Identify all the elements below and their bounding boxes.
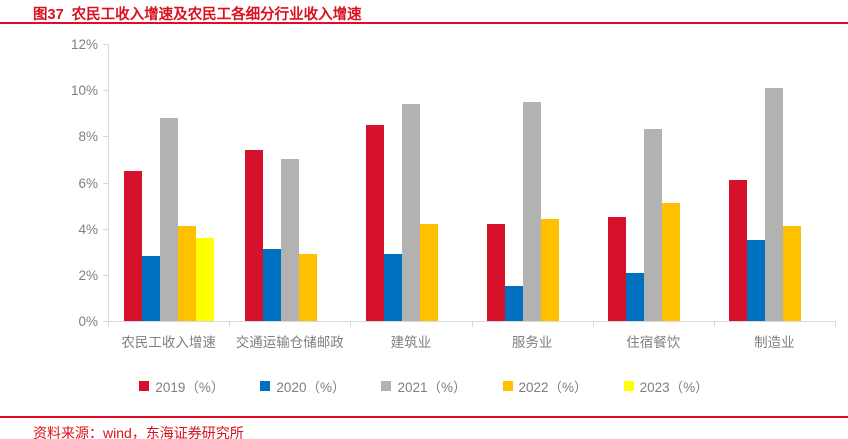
y-axis-label: 0% <box>78 314 98 329</box>
x-axis-tick <box>713 322 715 327</box>
x-axis-category-label: 服务业 <box>511 335 553 350</box>
bar-2020-制造业 <box>747 240 766 321</box>
y-axis-label: 12% <box>70 37 98 52</box>
x-axis-category-label: 制造业 <box>754 335 795 350</box>
y-axis-tick <box>103 274 108 276</box>
bar-2021-住宿餐饮 <box>644 129 663 321</box>
y-axis-label: 10% <box>70 83 98 99</box>
bar-2019-服务业 <box>487 224 506 321</box>
bar-2023-农民工收入增速 <box>195 238 214 321</box>
x-axis-tick <box>108 322 109 327</box>
bar-2022-服务业 <box>541 219 560 321</box>
x-axis-category-label: 建筑业 <box>390 335 432 350</box>
legend-item: 2020（%） <box>260 376 345 396</box>
bar-2022-制造业 <box>783 226 802 321</box>
x-axis-tick <box>835 322 836 327</box>
chart-legend: 2019（%） 2020（%） 2021（%） 2022（%） 2023（%） <box>0 376 848 396</box>
bar-2020-服务业 <box>505 286 524 321</box>
x-axis-tick <box>471 322 473 327</box>
y-axis-tick <box>103 136 108 138</box>
y-axis-tick <box>103 182 108 184</box>
x-axis-category-label: 交通运输仓储邮政 <box>235 335 344 350</box>
y-axis-tick <box>103 321 108 322</box>
plot-area <box>108 44 836 322</box>
bar-2019-农民工收入增速 <box>123 171 142 321</box>
legend-label: 2019（%） <box>155 380 225 395</box>
bar-2022-交通运输仓储邮政 <box>298 254 317 321</box>
legend-label: 2022（%） <box>518 380 588 395</box>
x-axis-tick <box>592 322 594 327</box>
bar-2022-建筑业 <box>419 224 438 321</box>
y-axis-label: 2% <box>78 267 98 283</box>
bar-2019-交通运输仓储邮政 <box>244 150 263 321</box>
bar-2020-农民工收入增速 <box>141 256 160 321</box>
legend-swatch-icon <box>260 381 271 391</box>
legend-label: 2021（%） <box>397 380 467 395</box>
x-axis-tick <box>229 322 231 327</box>
bar-2019-住宿餐饮 <box>608 217 627 321</box>
y-axis-tick <box>103 228 108 230</box>
x-axis-category-label: 农民工收入增速 <box>121 335 216 350</box>
bar-2022-农民工收入增速 <box>177 226 196 321</box>
y-axis-label: 6% <box>78 175 98 191</box>
y-axis-label: 4% <box>78 221 98 237</box>
y-axis-tick <box>103 90 108 92</box>
title-underline <box>0 22 848 24</box>
bar-2022-住宿餐饮 <box>662 203 681 321</box>
legend-swatch-icon <box>623 381 634 391</box>
bar-2020-交通运输仓储邮政 <box>262 249 281 321</box>
y-axis-label: 8% <box>78 129 98 145</box>
bar-2021-服务业 <box>523 102 542 321</box>
source-note: 资料来源：wind，东海证券研究所 <box>33 425 244 439</box>
legend-item: 2022（%） <box>502 376 588 396</box>
bar-2020-建筑业 <box>383 254 402 321</box>
legend-label: 2023（%） <box>639 380 709 395</box>
legend-swatch-icon <box>502 381 513 391</box>
x-axis-category-label: 住宿餐饮 <box>626 335 681 350</box>
legend-swatch-icon <box>139 381 150 391</box>
figure-title: 图37 农民工收入增速及农民工各细分行业收入增速 <box>33 7 362 23</box>
footer-rule <box>0 416 848 418</box>
bar-2021-交通运输仓储邮政 <box>280 159 299 321</box>
legend-item: 2019（%） <box>139 376 224 396</box>
bar-2021-建筑业 <box>401 104 420 321</box>
bar-2019-建筑业 <box>365 125 384 321</box>
legend-swatch-icon <box>381 381 392 391</box>
bar-2021-制造业 <box>765 88 784 321</box>
legend-label: 2020（%） <box>276 380 346 395</box>
bar-2020-住宿餐饮 <box>626 273 645 321</box>
bar-2019-制造业 <box>729 180 748 321</box>
x-axis-tick <box>350 322 352 327</box>
legend-item: 2023（%） <box>623 376 709 396</box>
bar-2021-农民工收入增速 <box>159 118 178 321</box>
y-axis-tick <box>103 44 108 45</box>
legend-item: 2021（%） <box>381 376 467 396</box>
